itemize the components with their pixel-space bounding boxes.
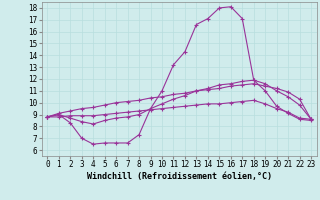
X-axis label: Windchill (Refroidissement éolien,°C): Windchill (Refroidissement éolien,°C) [87, 172, 272, 181]
